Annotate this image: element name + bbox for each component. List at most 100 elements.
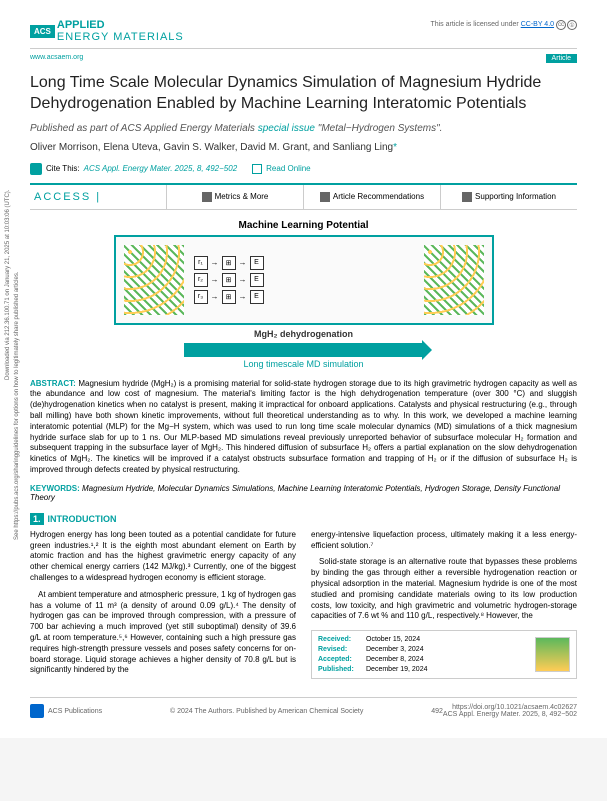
revised-date: December 3, 2024 — [366, 646, 424, 653]
tab-metrics-label: Metrics & More — [215, 192, 269, 201]
tab-si-label: Supporting Information — [475, 192, 556, 201]
fig-bot-label: Long timescale MD simulation — [114, 359, 494, 369]
para: energy-intensive liquefaction process, u… — [311, 530, 577, 552]
para: Solid-state storage is an alternative ro… — [311, 557, 577, 622]
body-columns: Hydrogen energy has long been touted as … — [30, 530, 577, 682]
authors: Oliver Morrison, Elena Uteva, Gavin S. W… — [30, 142, 577, 153]
cite-button[interactable]: Cite This: ACS Appl. Energy Mater. 2025,… — [30, 163, 237, 175]
citation-ref: ACS Appl. Energy Mater. 2025, 8, 492−502 — [443, 711, 577, 718]
nn-node: r₂ — [194, 273, 208, 287]
footer-left: ACS Publications — [30, 704, 102, 718]
nn-arrow: → — [239, 258, 247, 267]
license-text: This article is licensed under — [430, 21, 520, 28]
abstract-text: Magnesium hydride (MgH₂) is a promising … — [30, 379, 577, 474]
divider — [30, 48, 577, 49]
cite-icon — [30, 163, 42, 175]
footer-copyright: © 2024 The Authors. Published by America… — [102, 708, 431, 715]
accepted-date: December 8, 2024 — [366, 656, 424, 663]
column-right: energy-intensive liquefaction process, u… — [311, 530, 577, 682]
footer-right: https://doi.org/10.1021/acsaem.4c02627 A… — [443, 704, 577, 718]
footer: ACS Publications © 2024 The Authors. Pub… — [30, 697, 577, 718]
journal-logo: ACS APPLIED ENERGY MATERIALS — [30, 20, 184, 43]
received-label: Received: — [318, 635, 366, 645]
tab-recommendations[interactable]: Article Recommendations — [304, 185, 441, 209]
author-list: Oliver Morrison, Elena Uteva, Gavin S. W… — [30, 142, 393, 153]
published-date: December 19, 2024 — [366, 666, 427, 673]
tab-access[interactable]: ACCESS | — [30, 185, 167, 209]
keywords-label: KEYWORDS: — [30, 484, 80, 493]
keywords: KEYWORDS: Magnesium Hydride, Molecular D… — [30, 484, 577, 502]
download-info: Downloaded via 212.36.100.71 on January … — [5, 190, 11, 380]
abstract: ABSTRACT: Magnesium hydride (MgH₂) is a … — [30, 379, 577, 476]
doi-link[interactable]: https://doi.org/10.1021/acsaem.4c02627 — [443, 704, 577, 711]
article-badge: Article — [546, 54, 577, 63]
si-icon — [462, 192, 472, 202]
crystal-right — [424, 245, 484, 315]
published-label: Published: — [318, 665, 366, 675]
read-online-button[interactable]: Read Online — [252, 164, 310, 174]
cite-row: Cite This: ACS Appl. Energy Mater. 2025,… — [30, 163, 577, 175]
fig-title-top: Machine Learning Potential — [114, 220, 494, 231]
nn-node: E — [250, 290, 264, 304]
publisher-name[interactable]: ACS Publications — [48, 708, 102, 715]
recs-icon — [320, 192, 330, 202]
nn-arrow: → — [211, 258, 219, 267]
received-date: October 15, 2024 — [366, 636, 420, 643]
fig-arrow-row — [114, 343, 494, 357]
nn-diagram: r₁→⊞→E r₂→⊞→E r₃→⊞→E — [194, 256, 414, 304]
read-icon — [252, 164, 262, 174]
journal-url[interactable]: www.acsaem.org — [30, 54, 83, 63]
article-title: Long Time Scale Molecular Dynamics Simul… — [30, 73, 577, 115]
keywords-text: Magnesium Hydride, Molecular Dynamics Si… — [30, 484, 560, 502]
journal-name-1: APPLIED — [57, 20, 184, 31]
abstract-label: ABSTRACT: — [30, 379, 76, 388]
read-label: Read Online — [266, 164, 310, 173]
fig-content: r₁→⊞→E r₂→⊞→E r₃→⊞→E — [114, 235, 494, 325]
tab-supporting-info[interactable]: Supporting Information — [441, 185, 577, 209]
nn-arrow: → — [211, 275, 219, 284]
accepted-label: Accepted: — [318, 655, 366, 665]
nn-node: ⊞ — [222, 256, 236, 270]
metrics-icon — [202, 192, 212, 202]
toc-thumbnail[interactable] — [535, 637, 570, 672]
nn-node: r₁ — [194, 256, 208, 270]
para: Hydrogen energy has long been touted as … — [30, 530, 296, 584]
by-icon: ① — [567, 20, 577, 30]
license-row: This article is licensed under CC-BY 4.0… — [430, 20, 577, 30]
license-link[interactable]: CC-BY 4.0 — [521, 21, 554, 28]
nn-node: ⊞ — [222, 273, 236, 287]
cite-text: ACS Appl. Energy Mater. 2025, 8, 492−502 — [84, 164, 238, 173]
para: At ambient temperature and atmospheric p… — [30, 590, 296, 676]
subtitle: Published as part of ACS Applied Energy … — [30, 123, 577, 134]
cc-icon: cc — [556, 20, 566, 30]
section-header-intro: 1. INTRODUCTION — [30, 514, 577, 524]
section-title: INTRODUCTION — [48, 514, 117, 524]
nn-arrow: → — [211, 292, 219, 301]
tab-metrics[interactable]: Metrics & More — [167, 185, 304, 209]
tab-recs-label: Article Recommendations — [333, 192, 424, 201]
journal-name-2: ENERGY MATERIALS — [57, 31, 184, 43]
special-issue-link[interactable]: special issue — [258, 123, 315, 134]
dates-list: Received:October 15, 2024 Revised:Decemb… — [318, 635, 427, 674]
meta-row: www.acsaem.org Article — [30, 54, 577, 63]
toc-figure: Machine Learning Potential r₁→⊞→E r₂→⊞→E… — [30, 220, 577, 369]
subtitle-post: "Metal−Hydrogen Systems". — [315, 123, 442, 134]
nn-arrow: → — [239, 292, 247, 301]
long-arrow — [184, 343, 424, 357]
nn-node: E — [250, 273, 264, 287]
revised-label: Revised: — [318, 645, 366, 655]
column-left: Hydrogen energy has long been touted as … — [30, 530, 296, 682]
nn-node: E — [250, 256, 264, 270]
crystal-left — [124, 245, 184, 315]
dates-box: Received:October 15, 2024 Revised:Decemb… — [311, 630, 577, 679]
fig-mid-label: MgH₂ dehydrogenation — [114, 329, 494, 339]
nn-node: r₃ — [194, 290, 208, 304]
acs-pub-icon — [30, 704, 44, 718]
nn-arrow: → — [239, 275, 247, 284]
tab-bar: ACCESS | Metrics & More Article Recommen… — [30, 183, 577, 210]
corresponding-mark[interactable]: * — [393, 142, 397, 153]
page-number: 492 — [431, 708, 443, 715]
section-num: 1. — [30, 513, 44, 525]
subtitle-pre: Published as part of ACS Applied Energy … — [30, 123, 258, 134]
header: ACS APPLIED ENERGY MATERIALS This articl… — [30, 20, 577, 43]
